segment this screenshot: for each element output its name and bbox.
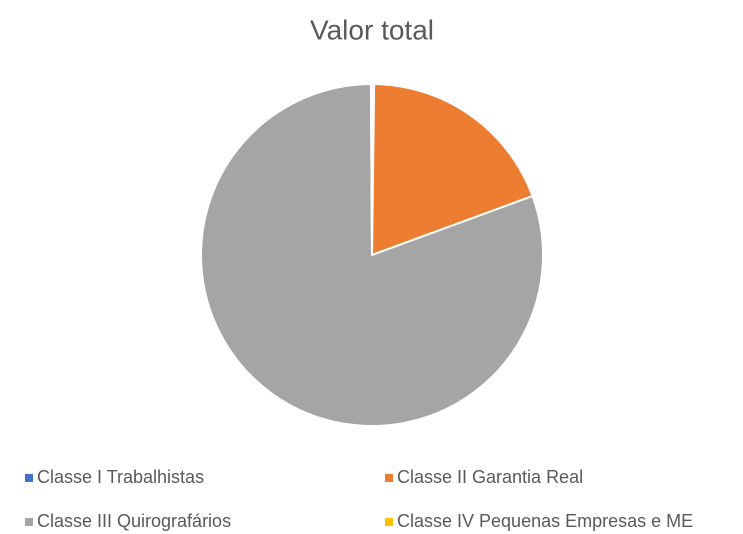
legend-label: Classe III Quirografários [37,511,231,531]
chart-title: Valor total [310,14,434,45]
pie-slice [370,83,534,257]
legend-label: Classe II Garantia Real [397,467,583,487]
legend-label: Classe IV Pequenas Empresas e ME [397,511,693,531]
legend-swatch [385,474,393,482]
legend-swatch [25,474,33,482]
legend-swatch [385,518,393,526]
pie-slice [369,82,373,256]
legend-label: Classe I Trabalhistas [37,467,204,487]
legend-swatch [25,518,33,526]
